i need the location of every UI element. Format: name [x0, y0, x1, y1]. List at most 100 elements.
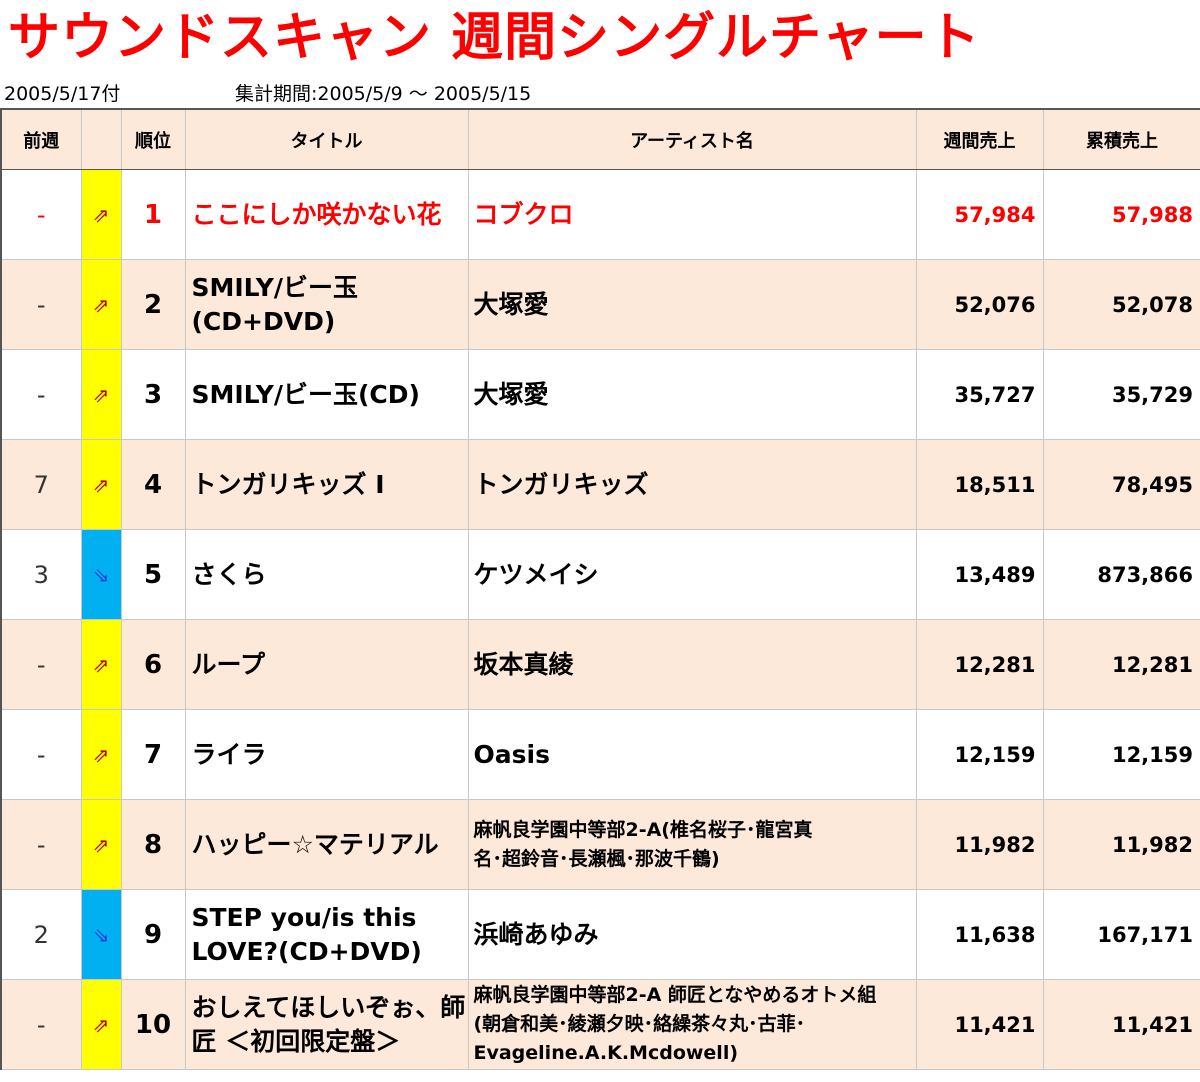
movement-cell: ⇗	[80, 709, 122, 800]
arrow-up-icon: ⇗	[92, 202, 110, 227]
title-cell: ハッピー☆マテリアル	[184, 799, 469, 890]
col-header-rank: 順位	[120, 108, 186, 170]
artist-line: 大塚愛	[473, 379, 549, 409]
title-line: STEP you/is this	[191, 902, 417, 932]
title-cell: トンガリキッズ I	[184, 439, 469, 530]
artist-line: ケツメイシ	[473, 559, 599, 589]
rank-cell: 10	[120, 979, 186, 1070]
artist-line: 名･超鈴音･長瀬楓･那波千鶴)	[473, 847, 720, 870]
col-header-prev: 前週	[0, 108, 82, 170]
arrow-up-icon: ⇗	[92, 292, 110, 317]
weekly-sales-cell: 57,984	[915, 169, 1044, 260]
movement-cell: ⇗	[80, 619, 122, 710]
artist-cell: ケツメイシ	[467, 529, 917, 620]
title-line: ハッピー☆マテリアル	[191, 829, 439, 859]
title-line: ループ	[191, 649, 266, 679]
movement-cell: ⇗	[80, 439, 122, 530]
movement-cell: ⇗	[80, 169, 122, 260]
prev-week-cell: -	[0, 349, 82, 440]
table-row: - ⇗ 7 ライラ Oasis 12,159 12,159	[0, 709, 1200, 800]
prev-week-cell: 3	[0, 529, 82, 620]
artist-cell: 麻帆良学園中等部2-A(椎名桜子･龍宮真 名･超鈴音･長瀬楓･那波千鶴)	[467, 799, 917, 890]
rank-cell: 3	[120, 349, 186, 440]
total-sales-cell: 167,171	[1042, 889, 1200, 980]
title-line: (CD+DVD)	[191, 306, 336, 336]
title-cell: ループ	[184, 619, 469, 710]
rank-cell: 1	[120, 169, 186, 260]
title-line: さくら	[191, 559, 267, 589]
total-sales-cell: 873,866	[1042, 529, 1200, 620]
title-cell: SMILY/ビー玉 (CD+DVD)	[184, 259, 469, 350]
artist-line: 坂本真綾	[473, 649, 574, 679]
artist-line: (朝倉和美･綾瀬夕映･絡繰茶々丸･古菲･	[473, 1013, 806, 1035]
arrow-up-icon: ⇗	[92, 382, 110, 407]
aggregation-period: 集計期間:2005/5/9 ～ 2005/5/15	[235, 83, 532, 105]
title-cell: STEP you/is this LOVE?(CD+DVD)	[184, 889, 469, 980]
artist-cell: 大塚愛	[467, 259, 917, 350]
total-sales-cell: 35,729	[1042, 349, 1200, 440]
title-line: ライラ	[191, 739, 267, 769]
artist-cell: Oasis	[467, 709, 917, 800]
artist-cell: トンガリキッズ	[467, 439, 917, 530]
col-header-weekly: 週間売上	[915, 108, 1044, 170]
weekly-sales-cell: 13,489	[915, 529, 1044, 620]
title-cell: さくら	[184, 529, 469, 620]
title-cell: ここにしか咲かない花	[184, 169, 469, 260]
prev-week-cell: -	[0, 619, 82, 710]
weekly-sales-cell: 35,727	[915, 349, 1044, 440]
weekly-sales-cell: 11,421	[915, 979, 1044, 1070]
rank-cell: 8	[120, 799, 186, 890]
prev-week-cell: -	[0, 709, 82, 800]
arrow-up-icon: ⇗	[92, 1012, 110, 1037]
title-line: 匠 ＜初回限定盤＞	[191, 1026, 401, 1056]
artist-line: コブクロ	[473, 199, 574, 229]
total-sales-cell: 52,078	[1042, 259, 1200, 350]
weekly-sales-cell: 11,638	[915, 889, 1044, 980]
total-sales-cell: 11,421	[1042, 979, 1200, 1070]
artist-line: 麻帆良学園中等部2-A 師匠となやめるオトメ組	[473, 984, 877, 1006]
rank-cell: 4	[120, 439, 186, 530]
table-row: - ⇗ 10 おしえてほしいぞぉ、師匠 ＜初回限定盤＞ 麻帆良学園中等部2-A 師匠とな…	[0, 979, 1200, 1070]
table-row: - ⇗ 2 SMILY/ビー玉 (CD+DVD) 大塚愛 52,076 52,078	[0, 259, 1200, 350]
weekly-sales-cell: 11,982	[915, 799, 1044, 890]
artist-line: 大塚愛	[473, 289, 549, 319]
table-row: 3 ⇘ 5 さくら ケツメイシ 13,489 873,866	[0, 529, 1200, 620]
arrow-up-icon: ⇗	[92, 832, 110, 857]
title-line: トンガリキッズ I	[191, 469, 385, 499]
col-header-title: タイトル	[184, 108, 469, 170]
arrow-down-icon: ⇘	[92, 922, 110, 947]
artist-cell: 坂本真綾	[467, 619, 917, 710]
artist-line: Evageline.A.K.Mcdowell)	[473, 1042, 739, 1064]
artist-cell: 麻帆良学園中等部2-A 師匠となやめるオトメ組 (朝倉和美･綾瀬夕映･絡繰茶々丸･…	[467, 979, 917, 1070]
artist-line: トンガリキッズ	[473, 469, 649, 499]
arrow-up-icon: ⇗	[92, 472, 110, 497]
arrow-up-icon: ⇗	[92, 652, 110, 677]
artist-cell: 浜崎あゆみ	[467, 889, 917, 980]
title-line: おしえてほしいぞぉ、師	[191, 992, 466, 1022]
table-row: - ⇗ 8 ハッピー☆マテリアル 麻帆良学園中等部2-A(椎名桜子･龍宮真 名･超鈴音･長…	[0, 799, 1200, 890]
title-cell: SMILY/ビー玉(CD)	[184, 349, 469, 440]
table-row: - ⇗ 6 ループ 坂本真綾 12,281 12,281	[0, 619, 1200, 710]
artist-cell: 大塚愛	[467, 349, 917, 440]
rank-cell: 5	[120, 529, 186, 620]
prev-week-cell: 2	[0, 889, 82, 980]
total-sales-cell: 78,495	[1042, 439, 1200, 530]
table-row: 7 ⇗ 4 トンガリキッズ I トンガリキッズ 18,511 78,495	[0, 439, 1200, 530]
total-sales-cell: 11,982	[1042, 799, 1200, 890]
artist-line: Oasis	[473, 739, 550, 769]
artist-line: 麻帆良学園中等部2-A(椎名桜子･龍宮真	[473, 818, 813, 841]
weekly-sales-cell: 12,281	[915, 619, 1044, 710]
arrow-down-icon: ⇘	[92, 562, 110, 587]
rank-cell: 9	[120, 889, 186, 980]
title-line: SMILY/ビー玉(CD)	[191, 379, 420, 409]
movement-cell: ⇗	[80, 259, 122, 350]
title-line: ここにしか咲かない花	[191, 199, 442, 229]
header-row: 前週 順位 タイトル アーティスト名 週間売上 累積売上	[0, 108, 1200, 170]
page-title: サウンドスキャン 週間シングルチャート	[8, 8, 981, 68]
artist-line: 浜崎あゆみ	[473, 919, 599, 949]
prev-week-cell: -	[0, 169, 82, 260]
movement-cell: ⇗	[80, 979, 122, 1070]
table-row: - ⇗ 3 SMILY/ビー玉(CD) 大塚愛 35,727 35,729	[0, 349, 1200, 440]
title-line: LOVE?(CD+DVD)	[191, 936, 422, 966]
col-header-move	[80, 108, 122, 170]
